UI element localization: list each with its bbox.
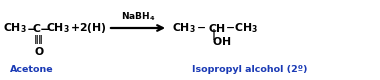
Text: $\mathbf{|}$: $\mathbf{|}$ [211,26,215,42]
Text: $\mathbf{CH_3-}$: $\mathbf{CH_3-}$ [172,21,207,35]
Text: $\mathbf{C}$: $\mathbf{C}$ [32,22,41,34]
Text: $\mathbf{OH}$: $\mathbf{OH}$ [212,35,231,47]
Text: $\mathbf{+2(H)}$: $\mathbf{+2(H)}$ [70,21,107,35]
Text: Isopropyl alcohol (2º): Isopropyl alcohol (2º) [192,66,308,74]
Text: $\mathbf{CH}$: $\mathbf{CH}$ [208,22,226,34]
Text: $\mathbf{CH_3}$: $\mathbf{CH_3}$ [46,21,70,35]
Text: $\mathbf{-CH_3}$: $\mathbf{-CH_3}$ [225,21,258,35]
Text: $\mathbf{-}$: $\mathbf{-}$ [26,22,37,34]
Text: $\mathbf{\|\|}$: $\mathbf{\|\|}$ [33,34,43,46]
Text: Acetone: Acetone [10,66,54,74]
Text: $\mathbf{-}$: $\mathbf{-}$ [39,22,50,34]
Text: $\mathbf{NaBH_4}$: $\mathbf{NaBH_4}$ [121,11,155,23]
Text: $\mathbf{O}$: $\mathbf{O}$ [34,45,44,57]
Text: $\mathbf{CH_3}$: $\mathbf{CH_3}$ [3,21,27,35]
